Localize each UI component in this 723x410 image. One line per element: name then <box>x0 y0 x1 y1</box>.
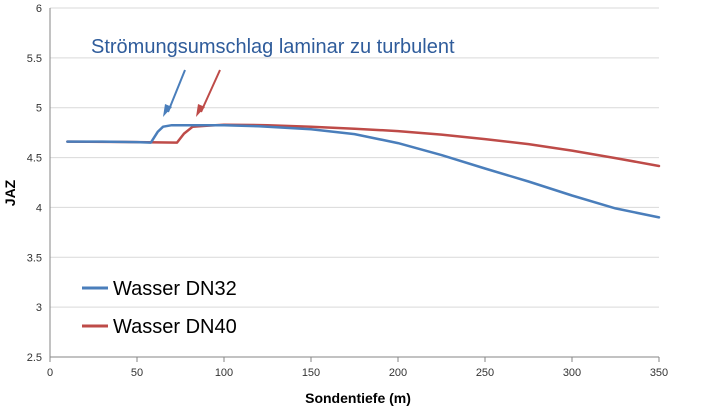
annotation-arrow-blue <box>167 69 186 113</box>
annotation-arrowhead-blue <box>163 104 172 117</box>
y-tick-label: 5 <box>36 103 42 115</box>
ticks-layer: 2.5 3 3.5 4 4.5 5 5.5 6 0 50 100 150 200 250 300 350 <box>27 3 668 379</box>
x-tick-label: 50 <box>131 367 143 379</box>
y-tick-label: 6 <box>36 3 42 15</box>
y-axis-title: JAZ <box>2 179 18 206</box>
y-tick-label: 3.5 <box>27 252 42 264</box>
y-tick-label: 3 <box>36 302 42 314</box>
y-tick-label: 4.5 <box>27 153 42 165</box>
y-tick-label: 4 <box>36 202 42 214</box>
legend-label-dn40: Wasser DN40 <box>113 316 237 338</box>
y-tick-label: 5.5 <box>27 53 42 65</box>
x-tick-label: 100 <box>215 367 233 379</box>
axes-layer <box>49 8 660 362</box>
series-layer <box>66 123 661 219</box>
grid-layer <box>50 7 659 308</box>
x-tick-label: 250 <box>476 367 494 379</box>
annotation-arrowhead-red <box>196 104 205 117</box>
x-tick-label: 0 <box>47 367 53 379</box>
x-tick-label: 200 <box>389 367 407 379</box>
y-tick-label: 2.5 <box>27 352 42 364</box>
x-tick-label: 350 <box>650 367 668 379</box>
annotation-text: Strömungsumschlag laminar zu turbulent <box>91 36 455 58</box>
legend-label-dn32: Wasser DN32 <box>113 278 237 300</box>
x-tick-label: 150 <box>302 367 320 379</box>
series-line-dn32 <box>66 123 661 219</box>
x-axis-title: Sondentiefe (m) <box>305 390 411 406</box>
series-line-dn40 <box>66 123 661 168</box>
x-tick-label: 300 <box>563 367 581 379</box>
legend: Wasser DN32 Wasser DN40 <box>82 278 237 338</box>
annotation-arrow-red <box>200 69 221 113</box>
